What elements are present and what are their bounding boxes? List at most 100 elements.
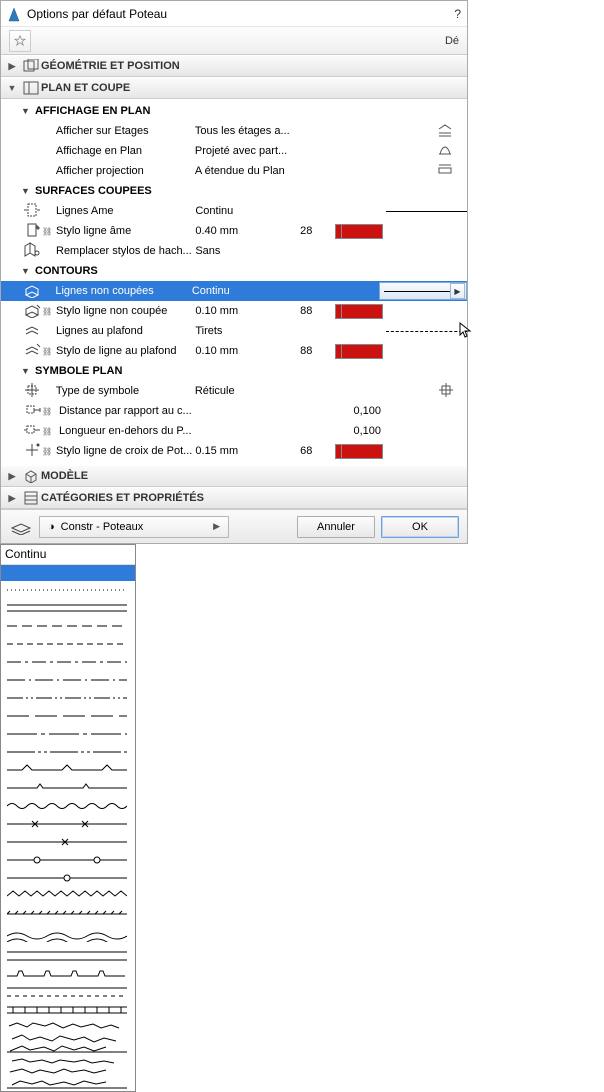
- label: Stylo ligne de croix de Pot...: [56, 445, 195, 457]
- value[interactable]: 0,100: [321, 405, 401, 417]
- row-lignes-ame[interactable]: Lignes Ame Continu: [1, 201, 467, 221]
- label: Longueur en-dehors du P...: [59, 425, 211, 437]
- plan-panel: ▼ AFFICHAGE EN PLAN Afficher sur Etages …: [1, 99, 467, 465]
- row-remplacer-stylos[interactable]: Remplacer stylos de hach... Sans: [1, 241, 467, 261]
- linetype-option[interactable]: [1, 725, 135, 743]
- group-affichage-label: AFFICHAGE EN PLAN: [35, 105, 151, 117]
- projection-icon: [437, 143, 453, 160]
- linetype-option[interactable]: [1, 983, 135, 1001]
- label: Lignes au plafond: [56, 325, 195, 337]
- row-stylo-plafond[interactable]: ⛓ Stylo de ligne au plafond 0.10 mm 88: [1, 341, 467, 361]
- row-type-symbole[interactable]: Type de symbole Réticule: [1, 381, 467, 401]
- group-contours[interactable]: ▼ CONTOURS: [1, 261, 467, 281]
- pen-swatch[interactable]: [335, 444, 383, 459]
- line-preview: [384, 291, 450, 292]
- linetype-dropdown[interactable]: ▶: [379, 282, 467, 300]
- value[interactable]: Continu: [192, 285, 291, 297]
- linetype-option[interactable]: [1, 761, 135, 779]
- row-afficher-etages[interactable]: Afficher sur Etages Tous les étages a...: [1, 121, 467, 141]
- pen-icon: [23, 222, 41, 241]
- dropdown-arrow-icon[interactable]: ▶: [450, 283, 465, 299]
- linetype-option[interactable]: [1, 923, 135, 947]
- linetype-option[interactable]: [1, 635, 135, 653]
- linetype-option[interactable]: [1, 833, 135, 851]
- group-symbole[interactable]: ▼ SYMBOLE PLAN: [1, 361, 467, 381]
- group-symbole-label: SYMBOLE PLAN: [35, 365, 122, 377]
- linetype-option[interactable]: [1, 581, 135, 599]
- value[interactable]: 0.10 mm: [195, 345, 296, 357]
- linetype-option[interactable]: [1, 779, 135, 797]
- linetype-option[interactable]: [1, 743, 135, 761]
- value[interactable]: Sans: [195, 245, 296, 257]
- linetype-option[interactable]: [1, 887, 135, 905]
- layer-dropdown[interactable]: ◑ Constr - Poteaux ▶: [39, 516, 229, 538]
- row-afficher-projection[interactable]: Afficher projection A étendue du Plan: [1, 161, 467, 181]
- linetype-option[interactable]: [1, 653, 135, 671]
- value[interactable]: Projeté avec part...: [195, 145, 296, 157]
- linetype-option-solid[interactable]: [1, 565, 135, 581]
- favorites-bar: Dé: [1, 27, 467, 55]
- linetype-option[interactable]: [1, 851, 135, 869]
- line-preview: [386, 331, 467, 332]
- pen-swatch[interactable]: [335, 344, 383, 359]
- distance-icon: [23, 402, 41, 421]
- value[interactable]: 0,100: [321, 425, 401, 437]
- pen-icon: [23, 302, 41, 321]
- linetype-option[interactable]: [1, 1019, 135, 1055]
- pen-swatch[interactable]: [335, 224, 383, 239]
- geometry-icon: [21, 59, 41, 73]
- row-lignes-plafond[interactable]: Lignes au plafond Tirets: [1, 321, 467, 341]
- value[interactable]: Tous les étages a...: [195, 125, 296, 137]
- pen-number[interactable]: 28: [296, 225, 335, 237]
- value[interactable]: A étendue du Plan: [195, 165, 296, 177]
- ok-button[interactable]: OK: [381, 516, 459, 538]
- chevron-right-icon: ▶: [213, 521, 220, 532]
- section-plan[interactable]: ▼ PLAN ET COUPE: [1, 77, 467, 99]
- section-geometry[interactable]: ▶ GÉOMÉTRIE ET POSITION: [1, 55, 467, 77]
- value[interactable]: 0.15 mm: [195, 445, 296, 457]
- row-distance[interactable]: ⛓ Distance par rapport au c... 0,100: [1, 401, 467, 421]
- linetype-option[interactable]: [1, 797, 135, 815]
- row-lignes-non-coupees[interactable]: Lignes non coupées Continu ▶: [1, 281, 467, 301]
- chain-icon: ⛓: [42, 407, 52, 416]
- group-surfaces[interactable]: ▼ SURFACES COUPEES: [1, 181, 467, 201]
- help-button[interactable]: ?: [454, 7, 461, 21]
- label: Stylo ligne non coupée: [56, 305, 195, 317]
- section-categories[interactable]: ▶ CATÉGORIES ET PROPRIÉTÉS: [1, 487, 467, 509]
- section-model-label: MODÈLE: [41, 470, 88, 482]
- row-stylo-non-coupee[interactable]: ⛓ Stylo ligne non coupée 0.10 mm 88: [1, 301, 467, 321]
- linetype-option[interactable]: [1, 965, 135, 983]
- label: Lignes Ame: [56, 205, 195, 217]
- pen-swatch[interactable]: [335, 304, 383, 319]
- favorite-button[interactable]: [9, 30, 31, 52]
- section-model[interactable]: ▶ MODÈLE: [1, 465, 467, 487]
- value[interactable]: 0.10 mm: [195, 305, 296, 317]
- linetype-option[interactable]: [1, 905, 135, 923]
- linetype-option[interactable]: [1, 599, 135, 617]
- linetype-option[interactable]: [1, 1001, 135, 1019]
- row-stylo-ame[interactable]: ⛓ Stylo ligne âme 0.40 mm 28: [1, 221, 467, 241]
- linetype-option[interactable]: [1, 869, 135, 887]
- layer-icon[interactable]: [9, 518, 33, 536]
- cancel-button[interactable]: Annuler: [297, 516, 375, 538]
- linetype-option[interactable]: [1, 671, 135, 689]
- linetype-option[interactable]: [1, 815, 135, 833]
- row-stylo-croix[interactable]: ⛓ Stylo ligne de croix de Pot... 0.15 mm…: [1, 441, 467, 461]
- pen-number[interactable]: 88: [296, 345, 335, 357]
- linetype-option[interactable]: [1, 707, 135, 725]
- linetype-option[interactable]: [1, 617, 135, 635]
- group-affichage[interactable]: ▼ AFFICHAGE EN PLAN: [1, 101, 467, 121]
- linetype-option[interactable]: [1, 1055, 135, 1091]
- row-longueur[interactable]: ⛓ Longueur en-dehors du P... 0,100: [1, 421, 467, 441]
- pen-number[interactable]: 88: [296, 305, 335, 317]
- pen-number[interactable]: 68: [296, 445, 335, 457]
- linetype-option[interactable]: [1, 947, 135, 965]
- value[interactable]: Continu: [195, 205, 296, 217]
- row-affichage-plan[interactable]: Affichage en Plan Projeté avec part...: [1, 141, 467, 161]
- linetype-option[interactable]: [1, 689, 135, 707]
- value[interactable]: Réticule: [195, 385, 296, 397]
- value[interactable]: 0.40 mm: [195, 225, 296, 237]
- label: Stylo ligne âme: [56, 225, 195, 237]
- value[interactable]: Tirets: [195, 325, 296, 337]
- chain-icon: ⛓: [42, 227, 52, 236]
